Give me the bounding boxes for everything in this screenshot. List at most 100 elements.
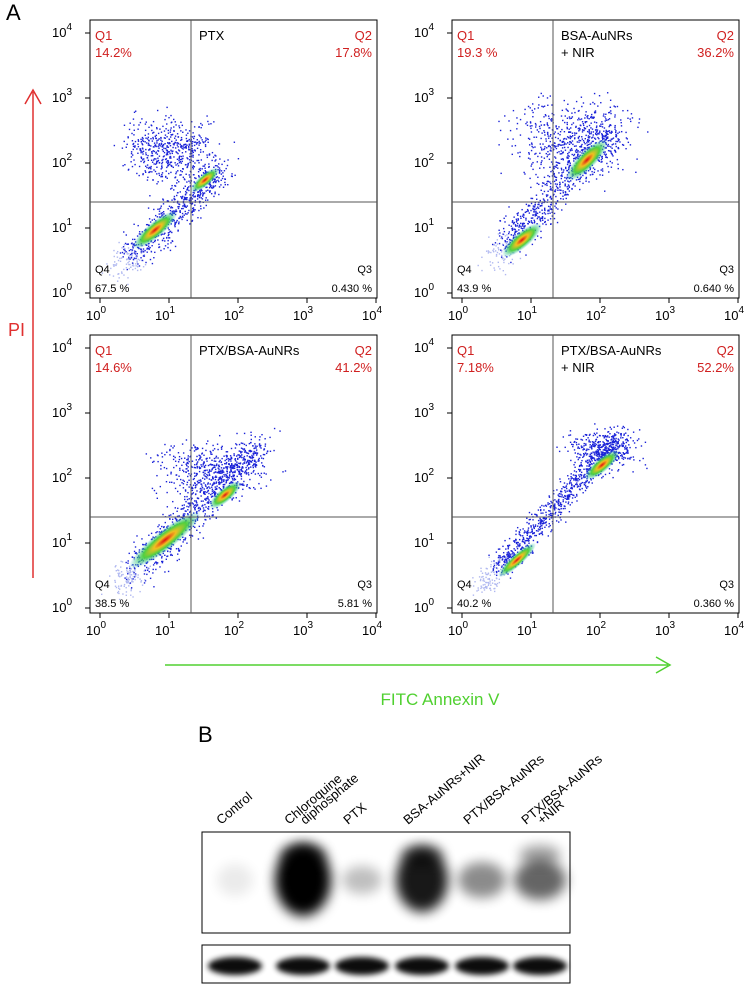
quadrant-label: Q1 (95, 28, 112, 43)
blot-band (280, 845, 326, 865)
y-tick-label: 104 (52, 337, 72, 355)
plot-title: PTX/BSA-AuNRs (561, 343, 662, 358)
loading-band (208, 957, 262, 975)
scatter-dots (472, 423, 648, 596)
quadrant-label: Q3 (357, 264, 372, 276)
x-arrowhead (655, 656, 672, 674)
x-tick-label: 104 (362, 620, 382, 638)
y-tick-label: 100 (52, 597, 72, 615)
density-core (584, 449, 620, 481)
y-arrowhead (24, 88, 42, 105)
x-tick-label: 100 (448, 305, 468, 323)
x-tick-label: 102 (586, 305, 606, 323)
quadrant-label: Q3 (719, 264, 734, 276)
quadrant-label: Q4 (457, 579, 472, 591)
x-tick-label: 103 (293, 305, 313, 323)
x-tick-label: 101 (155, 620, 175, 638)
scatter-dots (477, 92, 649, 276)
quadrant-value: 0.430 % (332, 283, 373, 295)
density-core (132, 210, 178, 250)
density-core (190, 167, 220, 193)
quadrant-value: 19.3 % (457, 45, 498, 60)
x-tick-label: 100 (86, 620, 106, 638)
density-core (497, 542, 537, 578)
y-tick-label: 101 (52, 532, 72, 550)
quadrant-label: Q3 (357, 579, 372, 591)
y-axis-label: PI (8, 320, 25, 340)
density-core (209, 481, 241, 509)
quadrant-value: 52.2% (697, 360, 734, 375)
density-core (502, 222, 542, 258)
panel-label: B (198, 722, 213, 747)
plot-frame (451, 334, 740, 614)
plot-frame (451, 19, 740, 299)
loading-band (455, 957, 509, 975)
y-tick-label: 102 (414, 152, 434, 170)
quadrant-label: Q2 (355, 28, 372, 43)
plot-title: PTX/BSA-AuNRs (199, 343, 300, 358)
loading-band (276, 957, 330, 975)
quadrant-label: Q2 (717, 343, 734, 358)
x-tick-label: 100 (86, 305, 106, 323)
blot-band (401, 845, 443, 865)
y-tick-label: 104 (414, 22, 434, 40)
quadrant-label: Q2 (717, 28, 734, 43)
x-tick-label: 102 (586, 620, 606, 638)
quadrant-value: 43.9 % (457, 283, 491, 295)
quadrant-label: Q4 (95, 579, 110, 591)
x-tick-label: 103 (293, 620, 313, 638)
quadrant-value: 0.640 % (694, 283, 735, 295)
loading-band (395, 957, 449, 975)
plot-title: + NIR (561, 45, 595, 60)
quadrant-value: 40.2 % (457, 598, 491, 610)
y-tick-label: 103 (414, 87, 434, 105)
quadrant-value: 14.6% (95, 360, 132, 375)
quadrant-value: 38.5 % (95, 598, 129, 610)
quadrant-value: 41.2% (335, 360, 372, 375)
blot-band (514, 860, 566, 900)
flow-plot: 100 100 101 101 102 102 103 103 104 104 Q1 7.18% Q2 5… (414, 334, 744, 638)
plot-title: BSA-AuNRs (561, 28, 633, 43)
quadrant-label: Q4 (95, 264, 110, 276)
quadrant-label: Q1 (457, 343, 474, 358)
loading-band (513, 957, 567, 975)
plot-title: PTX (199, 28, 225, 43)
y-tick-label: 100 (414, 597, 434, 615)
y-tick-label: 100 (52, 282, 72, 300)
quadrant-value: 36.2% (697, 45, 734, 60)
blot-band (217, 864, 253, 896)
x-tick-label: 101 (155, 305, 175, 323)
y-tick-label: 102 (414, 467, 434, 485)
y-tick-label: 100 (414, 282, 434, 300)
plot-title: + NIR (561, 360, 595, 375)
density-core (566, 139, 608, 181)
quadrant-value: 67.5 % (95, 283, 129, 295)
y-tick-label: 101 (414, 532, 434, 550)
lane-label: PTX (340, 799, 369, 827)
y-tick-label: 103 (52, 402, 72, 420)
quadrant-label: Q3 (719, 579, 734, 591)
blot-band (458, 862, 506, 898)
quadrant-value: 0.360 % (694, 598, 735, 610)
x-axis-label: FITC Annexin V (380, 690, 500, 709)
x-tick-label: 104 (362, 305, 382, 323)
quadrant-value: 14.2% (95, 45, 132, 60)
y-tick-label: 104 (414, 337, 434, 355)
x-tick-label: 102 (224, 305, 244, 323)
y-tick-label: 103 (414, 402, 434, 420)
quadrant-value: 17.8% (335, 45, 372, 60)
quadrant-value: 7.18% (457, 360, 494, 375)
flow-plot: 100 100 101 101 102 102 103 103 104 104 Q1 19.3 % Q2… (414, 19, 744, 323)
quadrant-label: Q1 (457, 28, 474, 43)
x-tick-label: 104 (724, 620, 744, 638)
quadrant-label: Q2 (355, 343, 372, 358)
y-tick-label: 103 (52, 87, 72, 105)
x-tick-label: 100 (448, 620, 468, 638)
quadrant-value: 5.81 % (338, 598, 372, 610)
lane-label: Control (213, 789, 255, 828)
x-tick-label: 104 (724, 305, 744, 323)
x-tick-label: 101 (517, 620, 537, 638)
blot-band (396, 848, 448, 912)
scatter-dots (101, 106, 240, 286)
